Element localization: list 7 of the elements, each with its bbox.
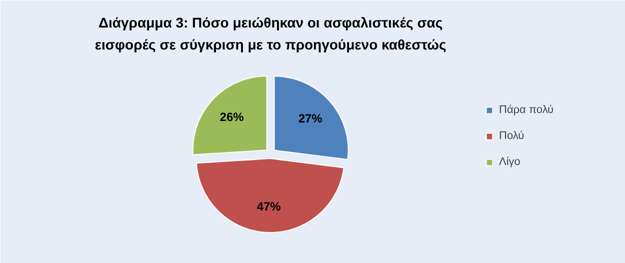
data-label: 27%	[298, 111, 323, 126]
chart-title: Διάγραμμα 3: Πόσο μειώθηκαν οι ασφαλιστικές σας εισφορές σε σύγκριση με το προηγούμενο καθεστώς	[94, 14, 446, 52]
legend-label: Πάρα πολύ	[499, 104, 554, 116]
data-label: 47%	[256, 200, 282, 214]
legend-label: Λίγο	[499, 156, 520, 168]
legend-label: Πολύ	[499, 130, 524, 142]
data-label: 26%	[220, 110, 244, 124]
